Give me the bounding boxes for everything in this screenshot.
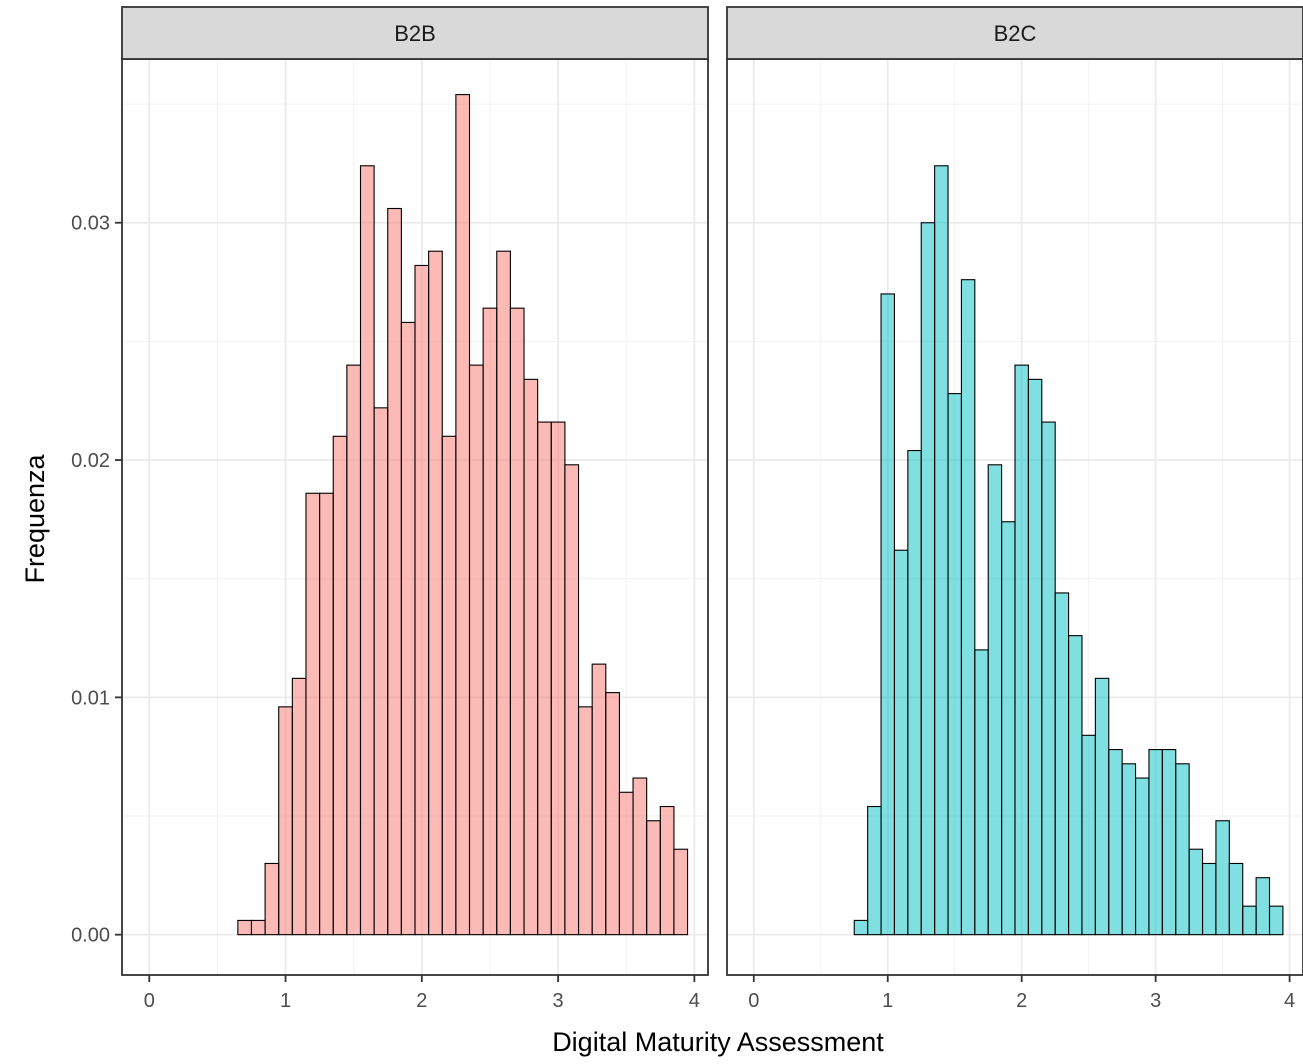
- x-tick-label: 0: [748, 990, 759, 1012]
- bars-b2b: [237, 94, 689, 936]
- histogram-bar: [496, 250, 511, 936]
- histogram-bar: [1215, 820, 1230, 936]
- y-axis: 0.00 0.01 0.02 0.03: [71, 213, 122, 947]
- x-tick-label: 2: [1016, 990, 1027, 1012]
- histogram-bar: [987, 464, 1003, 936]
- histogram-bar: [468, 364, 484, 936]
- histogram-bar: [564, 464, 580, 936]
- histogram-bar: [1001, 521, 1016, 936]
- histogram-bar: [880, 293, 895, 936]
- histogram-bar: [920, 222, 936, 936]
- x-tick-label: 3: [553, 990, 564, 1012]
- histogram-bar: [907, 450, 922, 936]
- histogram-bar: [605, 692, 620, 936]
- histogram-bar: [482, 307, 498, 936]
- histogram-bar: [947, 393, 962, 936]
- y-tick-label: 0.00: [71, 925, 110, 947]
- histogram-bar: [264, 862, 280, 936]
- histogram-bar: [1027, 378, 1043, 936]
- histogram-bar: [387, 207, 402, 936]
- histogram-bar: [250, 919, 266, 936]
- y-axis-title: Frequenza: [20, 453, 50, 583]
- histogram-bar: [632, 777, 648, 936]
- facet-strip-label: B2C: [994, 21, 1037, 46]
- histogram-bar: [237, 919, 253, 936]
- histogram-bar: [1135, 777, 1150, 936]
- histogram-bar: [537, 421, 552, 936]
- x-tick-label: 4: [1284, 990, 1295, 1012]
- x-axis-title: Digital Maturity Assessment: [552, 1027, 884, 1057]
- histogram-bar: [1081, 734, 1096, 936]
- histogram-bar: [455, 94, 471, 936]
- histogram-bar: [1175, 763, 1190, 936]
- x-tick-label: 2: [416, 990, 427, 1012]
- histogram-bar: [867, 805, 882, 936]
- bars-b2c: [853, 165, 1284, 936]
- histogram-bar: [1242, 905, 1257, 936]
- histogram-bar: [1268, 905, 1284, 936]
- histogram-bar: [1148, 749, 1163, 936]
- x-axis-b2c: 0 1 2 3 4: [748, 975, 1295, 1012]
- x-axis-b2b: 0 1 2 3 4: [144, 975, 700, 1012]
- histogram-bar: [1108, 749, 1123, 936]
- histogram-bar: [1201, 862, 1217, 936]
- histogram-bar: [591, 663, 607, 936]
- histogram-bar: [960, 279, 976, 936]
- histogram-bar: [618, 791, 634, 936]
- histogram-bar: [1188, 848, 1204, 936]
- histogram-bar: [278, 706, 293, 936]
- histogram-bar: [1255, 877, 1271, 936]
- histogram-bar: [1094, 677, 1110, 936]
- facet-strip: [121, 6, 709, 60]
- x-tick-label: 1: [882, 990, 893, 1012]
- facet-b2c: B2C 0 1 2 3 4: [726, 6, 1303, 1012]
- histogram-bar: [359, 165, 375, 936]
- histogram-bar: [853, 919, 869, 936]
- histogram-bar: [1121, 763, 1137, 936]
- y-tick-label: 0.01: [71, 687, 110, 709]
- x-tick-label: 4: [689, 990, 700, 1012]
- histogram-bar: [659, 805, 675, 936]
- histogram-bar: [332, 435, 348, 936]
- histogram-bar: [974, 649, 989, 936]
- histogram-bar: [934, 165, 949, 936]
- histogram-bar: [509, 307, 525, 936]
- histogram-bar: [1041, 421, 1056, 936]
- histogram-bar: [400, 321, 416, 936]
- x-tick-label: 0: [144, 990, 155, 1012]
- x-tick-label: 1: [280, 990, 291, 1012]
- histogram-bar: [1228, 862, 1244, 936]
- histogram-bar: [1068, 635, 1083, 936]
- histogram-bar: [1161, 749, 1177, 936]
- x-tick-label: 3: [1150, 990, 1161, 1012]
- histogram-bar: [414, 264, 430, 936]
- histogram-bar: [441, 435, 457, 936]
- y-tick-label: 0.03: [71, 213, 110, 235]
- histogram-bar: [646, 820, 661, 936]
- histogram-bar: [673, 848, 689, 936]
- histogram-bar: [291, 677, 307, 936]
- histogram-bar: [893, 549, 909, 936]
- histogram-bar: [550, 421, 566, 936]
- histogram-bar: [1014, 364, 1029, 936]
- facet-strip-label: B2B: [394, 21, 436, 46]
- facet-b2b: B2B 0 1 2 3 4: [121, 6, 709, 1012]
- y-tick-label: 0.02: [71, 450, 110, 472]
- histogram-bar: [373, 407, 389, 936]
- histogram-bar: [428, 250, 443, 936]
- histogram-bar: [577, 706, 593, 936]
- histogram-bar: [305, 492, 321, 936]
- histogram-bar: [1054, 592, 1070, 936]
- histogram-bar: [346, 364, 362, 936]
- histogram-bar: [319, 492, 334, 936]
- histogram-bar: [523, 378, 539, 936]
- facet-strip: [726, 6, 1303, 60]
